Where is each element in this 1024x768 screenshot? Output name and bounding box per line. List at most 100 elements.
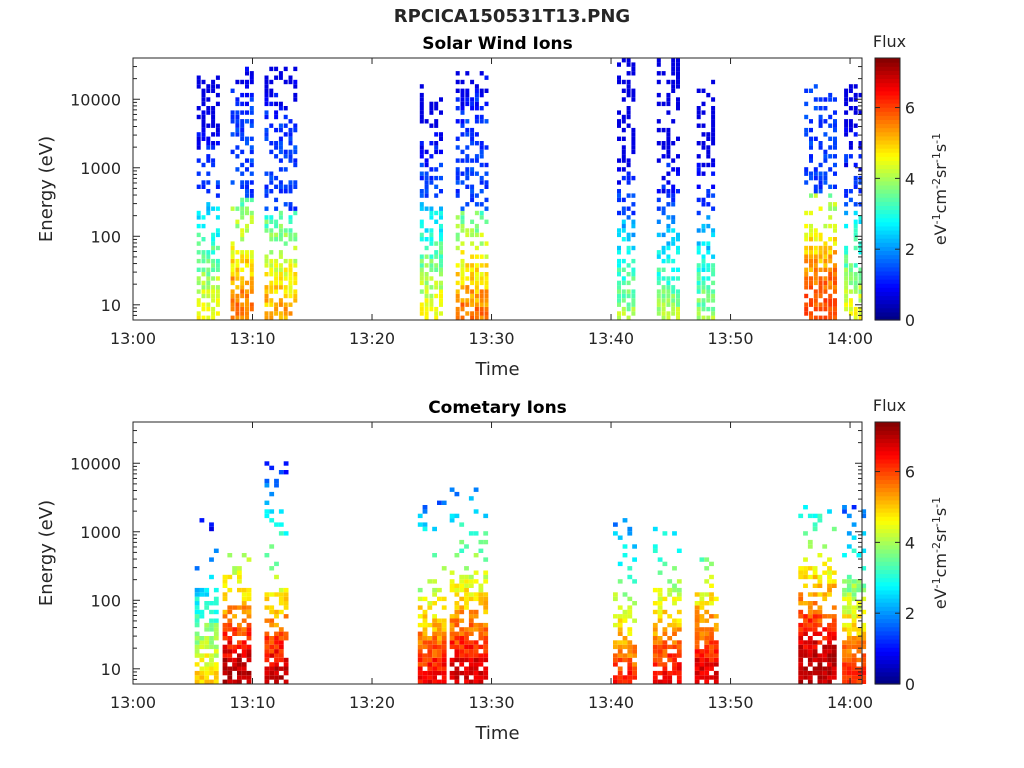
heatmap-cell <box>470 254 475 259</box>
heatmap-cell <box>704 675 710 680</box>
heatmap-cell <box>831 653 837 658</box>
heatmap-cell <box>626 158 631 163</box>
heatmap-cell <box>661 141 666 146</box>
heatmap-cell <box>818 250 823 255</box>
heatmap-cell <box>713 649 719 654</box>
plot-area <box>133 422 862 684</box>
heatmap-cell <box>706 193 711 198</box>
heatmap-cell <box>804 88 809 93</box>
colorbar-step <box>875 315 900 321</box>
heatmap-cell <box>861 631 867 636</box>
heatmap-cell <box>459 579 465 584</box>
heatmap-cell <box>429 123 434 128</box>
heatmap-cell <box>631 71 636 76</box>
heatmap-cell <box>237 574 242 580</box>
heatmap-cell <box>711 136 716 141</box>
heatmap-cell <box>249 250 254 255</box>
heatmap-cell <box>662 649 668 654</box>
heatmap-cell <box>656 293 661 299</box>
heatmap-cell <box>479 92 484 98</box>
heatmap-cell <box>667 675 673 680</box>
heatmap-cell <box>696 280 701 286</box>
heatmap-cell <box>652 675 658 680</box>
axes-frame <box>132 421 863 685</box>
heatmap-cell <box>465 232 470 238</box>
heatmap-cell <box>422 644 428 650</box>
heatmap-cell <box>861 640 867 645</box>
heatmap-cell <box>666 258 671 264</box>
heatmap-cell <box>694 605 700 610</box>
heatmap-cell <box>812 640 818 645</box>
heatmap-cell <box>656 58 661 63</box>
heatmap-cell <box>429 285 434 290</box>
heatmap-cell <box>817 666 823 671</box>
heatmap-cell <box>235 263 240 268</box>
colorbar-step <box>875 647 900 652</box>
heatmap-cell <box>713 670 719 676</box>
heatmap-cell <box>851 666 857 671</box>
heatmap-cell <box>194 636 200 641</box>
heatmap-cell <box>652 636 658 641</box>
heatmap-cell <box>288 184 293 189</box>
heatmap-cell <box>701 306 706 312</box>
heatmap-cell <box>676 75 680 80</box>
heatmap-cell <box>211 250 216 255</box>
heatmap-cell <box>449 631 455 636</box>
heatmap-cell <box>240 280 245 286</box>
heatmap-cell <box>479 175 484 181</box>
heatmap-cell <box>246 653 252 658</box>
heatmap-cell <box>844 162 849 168</box>
heatmap-cell <box>831 670 837 676</box>
heatmap-cell <box>249 219 254 224</box>
heatmap-cell <box>211 315 216 320</box>
heatmap-cell <box>483 649 489 654</box>
heatmap-cell <box>211 311 216 316</box>
heatmap-cell <box>241 605 247 610</box>
heatmap-cell <box>856 614 862 619</box>
heatmap-cell <box>833 145 837 150</box>
heatmap-cell <box>419 114 424 120</box>
heatmap-cell <box>813 306 818 312</box>
heatmap-cell <box>245 263 249 268</box>
colorbar-step <box>875 283 900 288</box>
heatmap-cell <box>823 241 828 246</box>
heatmap-cell <box>621 237 626 242</box>
heatmap-cell <box>240 228 245 233</box>
heatmap-cell <box>711 106 716 111</box>
heatmap-cell <box>278 250 283 255</box>
heatmap-cell <box>459 548 465 553</box>
heatmap-cell <box>711 193 716 198</box>
heatmap-cell <box>437 666 442 671</box>
heatmap-cell <box>626 263 631 268</box>
heatmap-cell <box>617 189 621 194</box>
heatmap-cell <box>621 306 626 312</box>
y-tick-label: 1000 <box>80 159 121 178</box>
heatmap-cell <box>470 272 475 277</box>
heatmap-cell <box>222 592 228 597</box>
heatmap-cell <box>419 289 424 294</box>
heatmap-cell <box>249 197 254 203</box>
heatmap-cell <box>283 461 289 466</box>
heatmap-cell <box>474 210 479 216</box>
colorbar-step <box>875 516 900 521</box>
heatmap-cell <box>844 110 849 115</box>
heatmap-cell <box>666 92 671 98</box>
heatmap-cell <box>293 79 298 85</box>
heatmap-cell <box>833 123 837 128</box>
heatmap-cell <box>213 644 219 650</box>
heatmap-cell <box>245 197 249 203</box>
y-tick-label: 10 <box>101 296 121 315</box>
heatmap-cell <box>455 306 460 312</box>
heatmap-cell <box>853 272 858 277</box>
heatmap-cell <box>470 276 475 281</box>
heatmap-cell <box>419 92 424 98</box>
heatmap-cell <box>709 596 714 602</box>
heatmap-cell <box>479 254 484 259</box>
heatmap-cell <box>194 653 200 658</box>
heatmap-cell <box>818 141 823 146</box>
heatmap-cell <box>264 293 269 299</box>
colorbar-step <box>875 94 900 100</box>
heatmap-cell <box>656 250 661 255</box>
heatmap-cell <box>230 88 235 93</box>
heatmap-cell <box>842 579 847 584</box>
